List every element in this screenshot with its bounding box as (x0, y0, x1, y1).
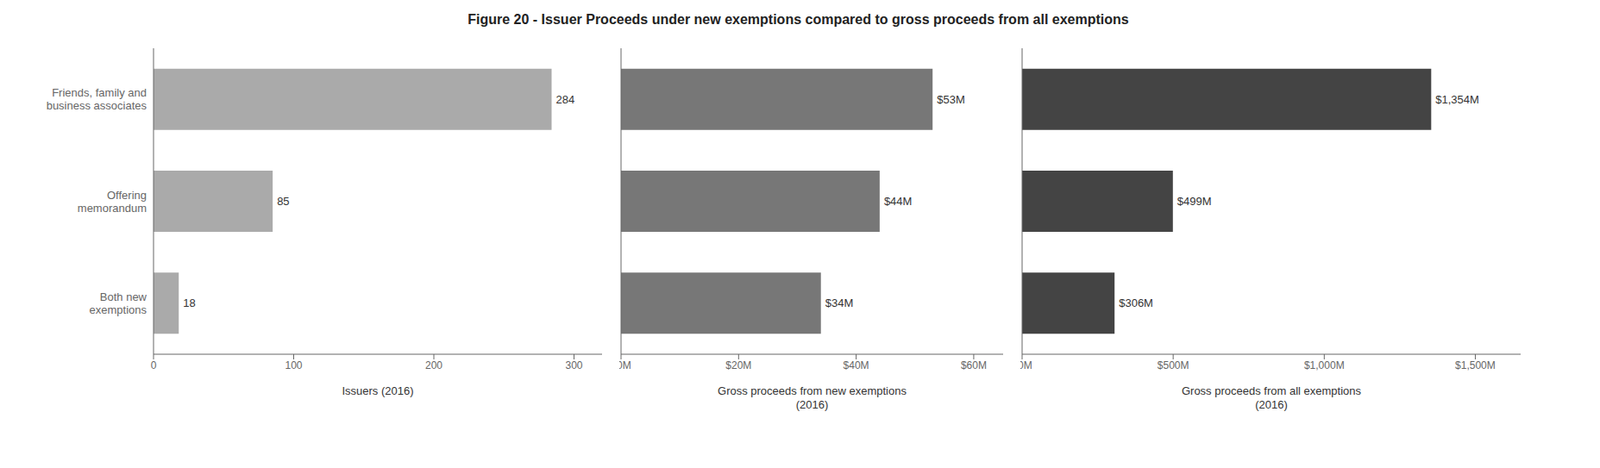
svg-text:$306M: $306M (1118, 296, 1154, 310)
svg-text:$20M: $20M (725, 359, 752, 372)
html-text:Gross proceeds from new exempt: Gross proceeds from new exemptions (2016… (717, 384, 907, 412)
svg-text:284: 284 (556, 93, 576, 107)
svg-text:Friends, family andbusiness as: Friends, family andbusiness associates (46, 86, 148, 113)
svg-text:200: 200 (425, 359, 443, 372)
svg-text:18: 18 (182, 296, 195, 310)
svg-text:$0M: $0M (1020, 359, 1033, 372)
svg-text:$34M: $34M (825, 296, 854, 310)
svg-text:0: 0 (150, 359, 157, 372)
html-text:Gross proceeds from all exempt: Gross proceeds from all exemptions (2016… (1181, 384, 1362, 412)
svg-text:$500M: $500M (1157, 359, 1190, 372)
svg-text:$1,000M: $1,000M (1304, 359, 1345, 372)
svg-text:Offeringmemorandum: Offeringmemorandum (77, 188, 147, 215)
svg-text:$44M: $44M (884, 194, 913, 208)
html-text:Figure 20 - Issuer Proceeds un: Figure 20 - Issuer Proceeds under new ex… (467, 12, 1129, 27)
svg-text:Both newexemptions: Both newexemptions (89, 290, 148, 317)
svg-text:$499M: $499M (1177, 194, 1212, 208)
html-text:Issuers (2016): Issuers (2016) (341, 384, 414, 398)
svg-text:$53M: $53M (936, 93, 966, 107)
svg-text:$0M: $0M (619, 359, 632, 372)
svg-text:$60M: $60M (960, 359, 987, 372)
svg-text:300: 300 (564, 359, 583, 372)
svg-text:$1,500M: $1,500M (1455, 359, 1496, 372)
svg-text:$1,354M: $1,354M (1435, 93, 1480, 107)
svg-text:85: 85 (276, 194, 289, 208)
svg-text:$40M: $40M (843, 359, 870, 372)
svg-text:100: 100 (284, 359, 302, 372)
